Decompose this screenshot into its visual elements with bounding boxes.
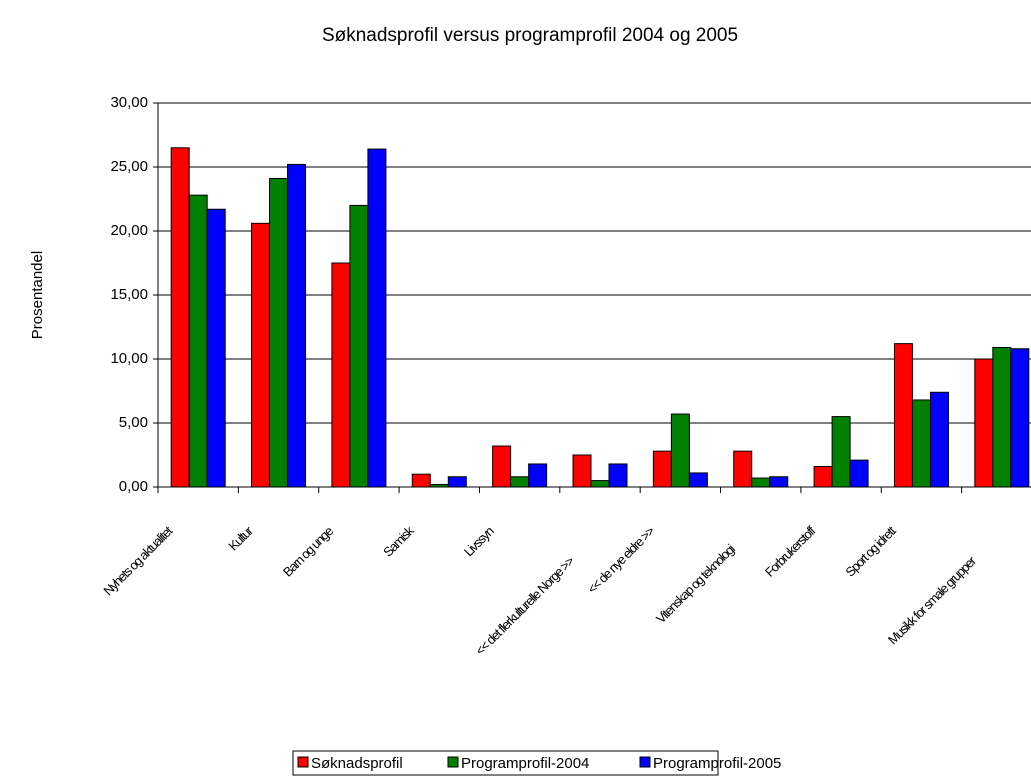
bar <box>1010 348 1030 488</box>
bar <box>349 204 369 488</box>
bar <box>572 454 592 488</box>
y-tick-label: 15,00 <box>110 286 148 303</box>
legend-swatch <box>297 756 309 768</box>
bar <box>733 450 753 488</box>
bar <box>893 343 913 488</box>
chart-title: Søknadsprofil versus programprofil 2004 … <box>322 25 738 46</box>
x-tick-label: Kultur <box>226 523 257 554</box>
bar <box>670 413 690 488</box>
bar <box>492 445 512 488</box>
legend-label: Programprofil-2004 <box>461 755 589 772</box>
bar <box>929 391 949 488</box>
bar <box>849 459 869 488</box>
bar <box>590 480 610 488</box>
bar <box>510 476 530 488</box>
bar <box>688 472 708 488</box>
bar <box>287 163 307 488</box>
y-tick-label: 5,00 <box>119 414 148 431</box>
legend-label: Søknadsprofil <box>311 755 403 772</box>
bar <box>411 473 431 488</box>
bar <box>813 466 833 488</box>
y-tick-label: 20,00 <box>110 222 148 239</box>
x-tick-label: Barn og unge <box>280 523 336 579</box>
x-tick-label: Sport og idrett <box>842 523 899 580</box>
bar <box>367 148 387 488</box>
bar <box>831 416 851 488</box>
bar <box>251 222 271 488</box>
x-tick-label: << det flerkulturelle Norge >> <box>472 554 577 659</box>
x-tick-label: Vitenskap og teknologi <box>653 541 738 626</box>
x-tick-label: Livssyn <box>461 523 497 559</box>
y-tick-label: 30,00 <box>110 94 148 111</box>
x-tick-label: Forbrukerstoff <box>762 523 819 580</box>
bar <box>974 358 994 488</box>
bar <box>769 476 789 488</box>
x-tick-label: Nyhets og aktualitet <box>100 523 175 598</box>
bar <box>528 463 548 488</box>
bar <box>992 346 1012 488</box>
bar <box>911 399 931 488</box>
bar <box>751 477 771 488</box>
x-tick-label: Samisk <box>380 523 417 560</box>
y-axis-label: Prosentandel <box>29 251 46 339</box>
bar <box>188 194 208 488</box>
y-tick-label: 10,00 <box>110 350 148 367</box>
bar <box>652 450 672 488</box>
legend-swatch <box>447 756 459 768</box>
bar <box>206 208 226 488</box>
y-tick-label: 0,00 <box>119 478 148 495</box>
legend-label: Programprofil-2005 <box>653 755 781 772</box>
bar <box>447 476 467 488</box>
y-tick-label: 25,00 <box>110 158 148 175</box>
bar <box>331 262 351 488</box>
x-tick-label: Musikk for smale grupper <box>885 553 980 648</box>
x-tick-label: << de nye eldre >> <box>584 524 657 597</box>
bar <box>608 463 628 488</box>
legend-swatch <box>639 756 651 768</box>
bar <box>170 147 190 488</box>
bar <box>269 178 289 488</box>
